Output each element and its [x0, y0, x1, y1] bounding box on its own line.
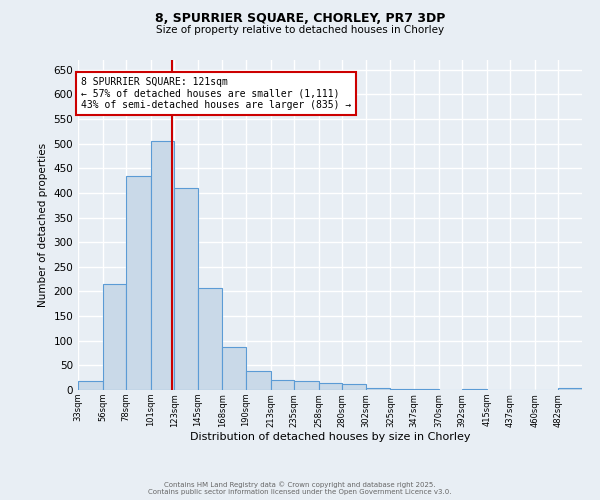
Bar	[175, 188, 198, 390]
Bar	[198, 288, 223, 390]
X-axis label: Distribution of detached houses by size in Chorley: Distribution of detached houses by size …	[190, 432, 470, 442]
Bar	[414, 389, 439, 390]
Bar	[271, 380, 294, 390]
Bar	[366, 388, 391, 390]
Bar	[126, 176, 151, 390]
Bar	[78, 381, 103, 390]
Bar	[246, 372, 271, 390]
Bar	[294, 381, 319, 390]
Bar	[343, 384, 366, 390]
Bar	[559, 388, 582, 390]
Bar	[462, 388, 487, 390]
Bar	[151, 142, 175, 390]
Text: Size of property relative to detached houses in Chorley: Size of property relative to detached ho…	[156, 25, 444, 35]
Bar	[319, 382, 343, 390]
Bar	[391, 388, 414, 390]
Bar	[103, 284, 126, 390]
Text: 8 SPURRIER SQUARE: 121sqm
← 57% of detached houses are smaller (1,111)
43% of se: 8 SPURRIER SQUARE: 121sqm ← 57% of detac…	[81, 77, 352, 110]
Bar	[223, 347, 246, 390]
Text: Contains HM Land Registry data © Crown copyright and database right 2025.
Contai: Contains HM Land Registry data © Crown c…	[148, 482, 452, 495]
Text: 8, SPURRIER SQUARE, CHORLEY, PR7 3DP: 8, SPURRIER SQUARE, CHORLEY, PR7 3DP	[155, 12, 445, 26]
Y-axis label: Number of detached properties: Number of detached properties	[38, 143, 48, 307]
